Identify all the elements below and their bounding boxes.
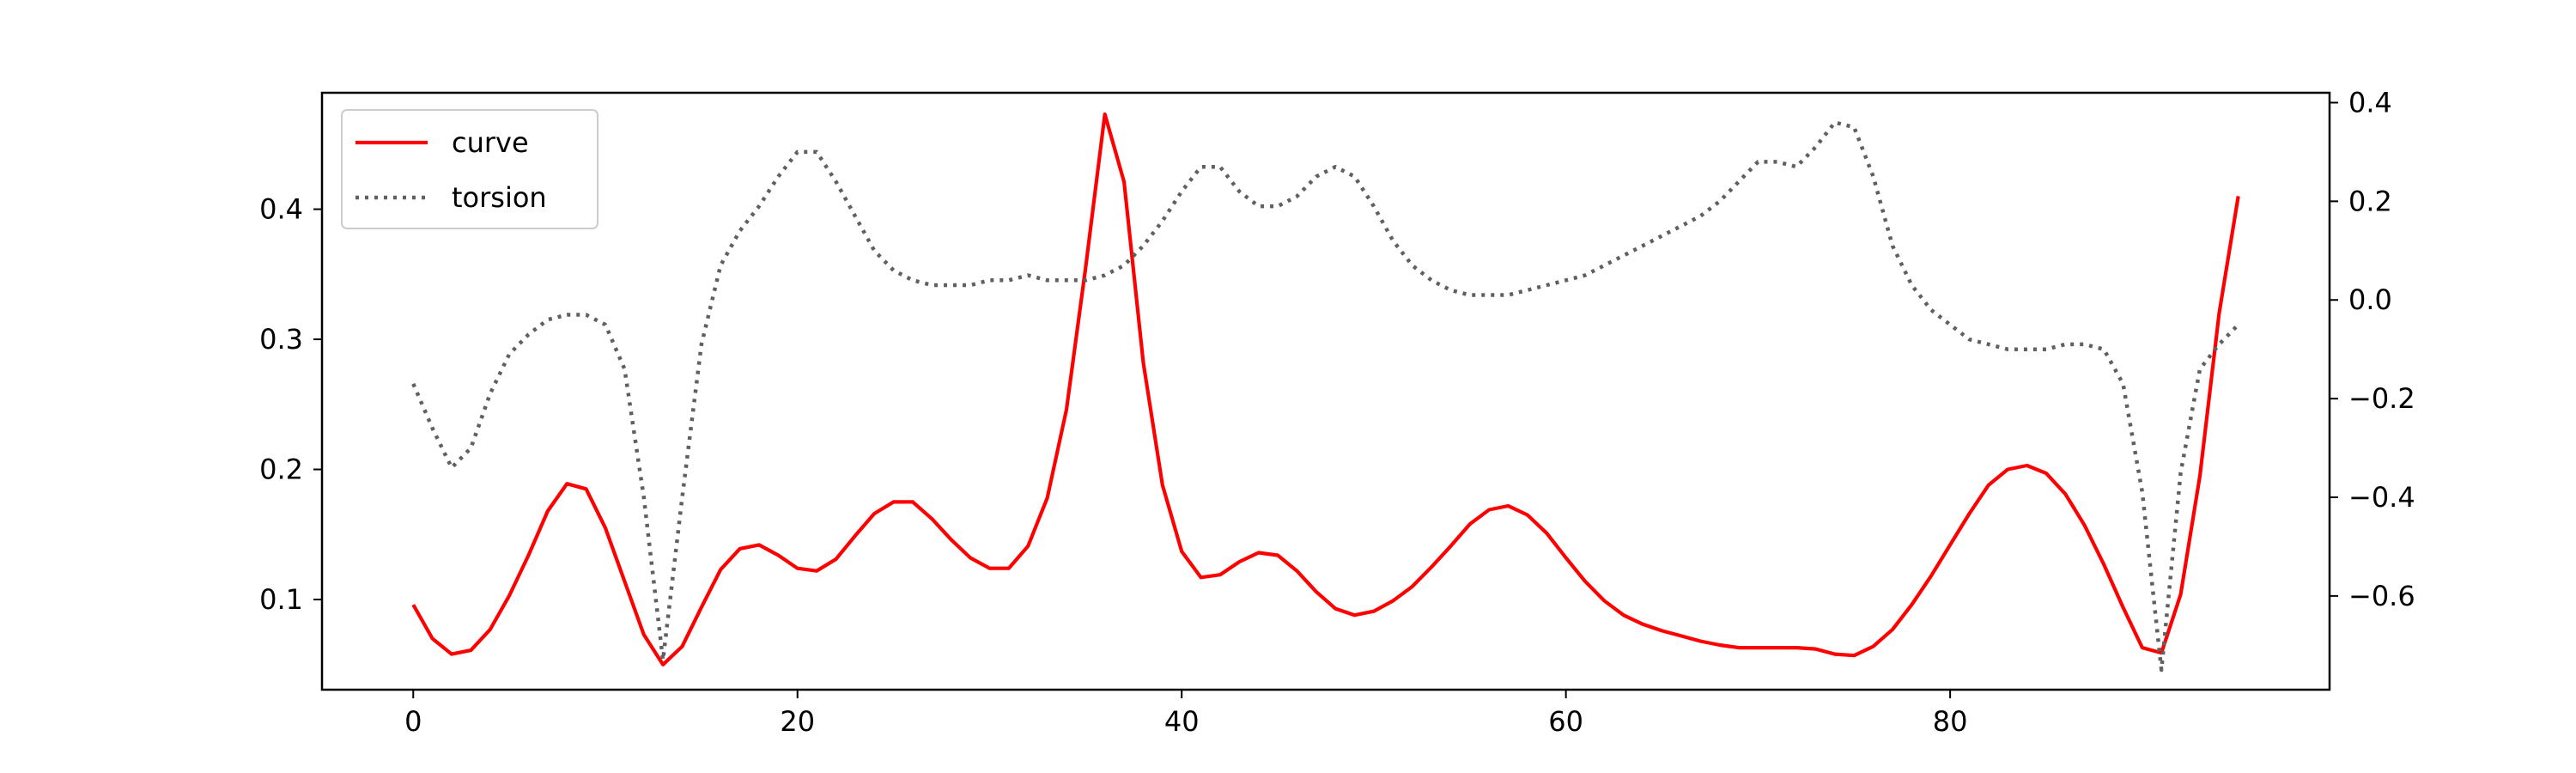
right-y-tick-label: −0.6 [2348,580,2415,612]
plot-lines [411,112,2240,673]
right-y-tick-label: 0.4 [2348,86,2392,119]
series-line-curve [411,112,2240,666]
left-y-tick-label: 0.1 [259,583,303,616]
legend-label-curve: curve [452,126,529,159]
axes: 0 20 40 60 80 0.1 0.2 0.3 0.4 −0.6 −0.4 −0.2 0.0 0.2 0… [259,86,2415,738]
series-line-torsion [411,120,2240,673]
x-tick-label: 60 [1548,705,1583,738]
right-y-tick-label: −0.4 [2348,481,2415,514]
x-tick-label: 40 [1164,705,1200,738]
right-y-tick-label: −0.2 [2348,382,2415,415]
legend: curve torsion [341,109,598,229]
x-tick-label: 20 [780,705,815,738]
x-tick-label: 80 [1933,705,1968,738]
right-y-tick-label: 0.2 [2348,185,2392,217]
right-y-tick-label: 0.0 [2348,283,2392,316]
left-y-tick-label: 0.4 [259,193,303,226]
plot-frame [320,91,2331,691]
left-y-tick-label: 0.2 [259,453,303,486]
legend-label-torsion: torsion [452,181,547,214]
x-tick-label: 0 [404,705,422,738]
left-y-tick-label: 0.3 [259,323,303,356]
